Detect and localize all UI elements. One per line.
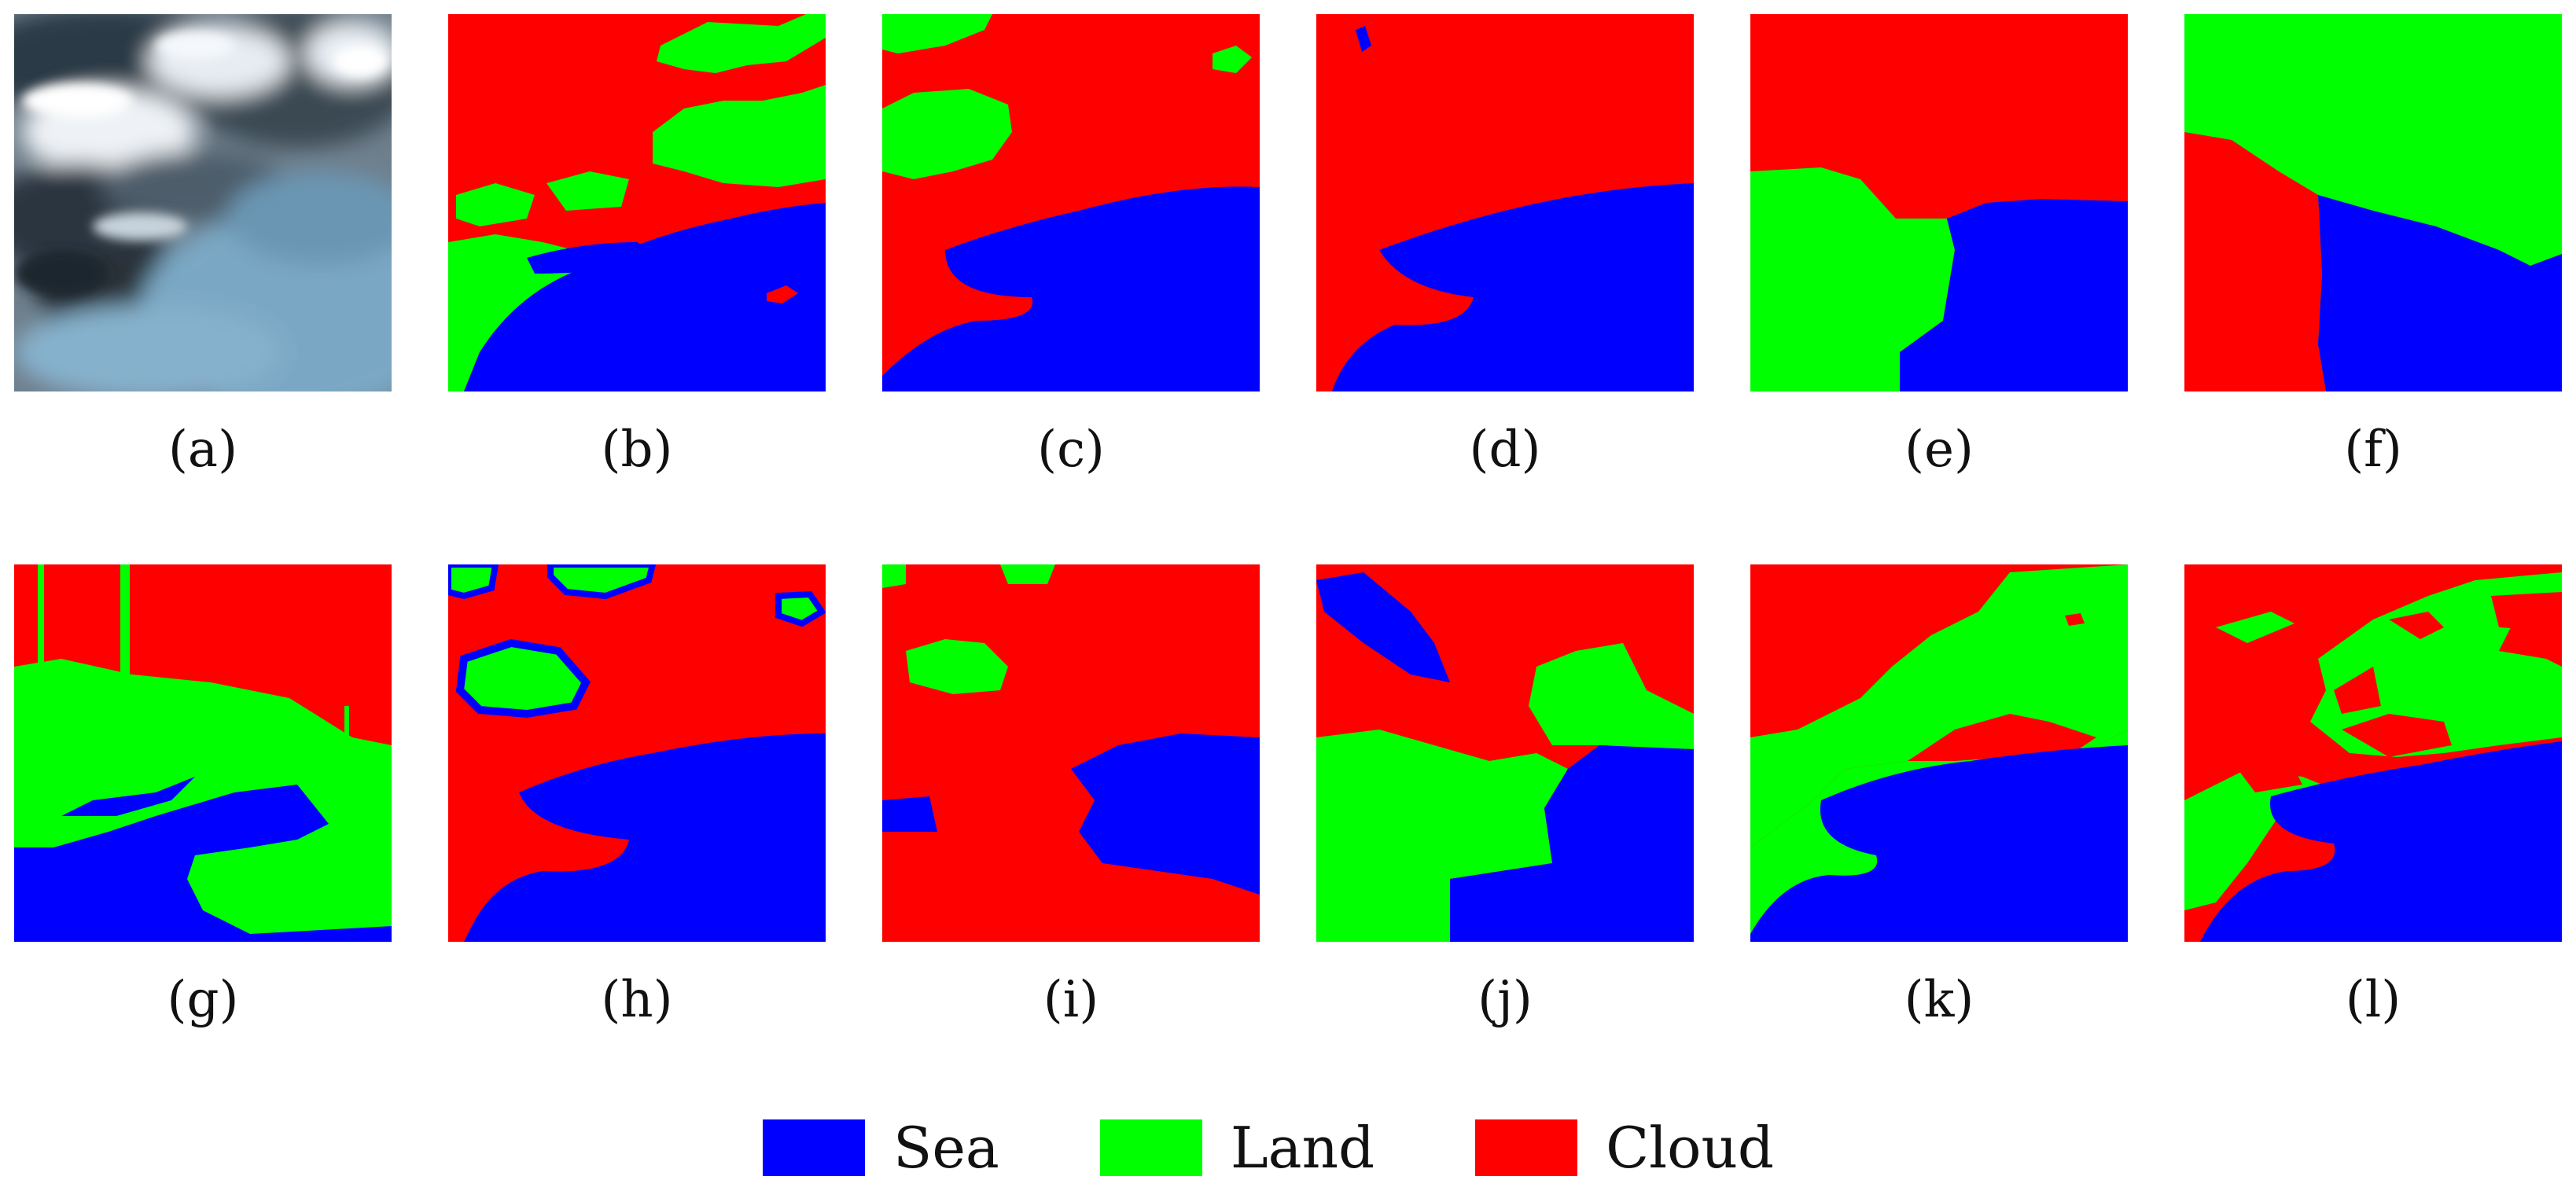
caption-k: (k) [1904,971,1974,1029]
caption-j: (j) [1478,971,1533,1029]
legend-label-sea: Sea [893,1115,999,1181]
legend: Sea Land Cloud [763,1116,1774,1179]
caption-l: (l) [2345,971,2401,1029]
caption-e: (e) [1904,421,1974,479]
panel-c-segmentation-map [882,14,1260,391]
legend-item-sea: Sea [763,1119,999,1176]
caption-f: (f) [2344,421,2402,479]
panel-d-segmentation-map [1316,14,1694,391]
caption-a: (a) [167,421,238,479]
caption-g: (g) [167,971,239,1029]
legend-label-land: Land [1230,1115,1375,1181]
panel-h-segmentation-map [448,564,826,942]
panel-b-segmentation-map [448,14,826,391]
caption-h: (h) [601,971,673,1029]
panel-k-segmentation-map [1750,564,2128,942]
panel-l-segmentation-map [2184,564,2562,942]
legend-item-land: Land [1099,1115,1375,1181]
panel-f-segmentation-map [2184,14,2562,391]
panel-e-segmentation-map [1750,14,2128,391]
panel-i-segmentation-map [882,564,1260,942]
legend-swatch-cloud [1475,1119,1578,1176]
legend-swatch-sea [763,1119,865,1176]
panel-j-segmentation-map [1316,564,1694,942]
caption-d: (d) [1469,421,1541,479]
legend-item-cloud: Cloud [1475,1119,1774,1176]
panel-g-segmentation-map [14,564,392,942]
legend-label-cloud: Cloud [1606,1115,1774,1181]
panel-a-satellite-image [14,14,392,391]
caption-i: (i) [1043,971,1099,1029]
caption-b: (b) [601,421,673,479]
legend-swatch-land [1099,1119,1202,1176]
caption-c: (c) [1037,421,1105,479]
